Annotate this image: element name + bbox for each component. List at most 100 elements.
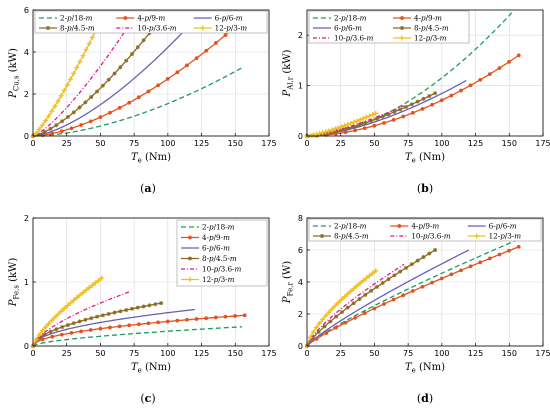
data-point-s8p45m	[48, 126, 53, 131]
x-tick-label: 50	[369, 349, 379, 358]
data-point-s12p3m	[52, 103, 58, 109]
x-tick-label: 150	[502, 139, 517, 148]
data-point-s8p45m	[409, 102, 414, 107]
data-point-s4p9m	[459, 88, 463, 93]
series-line-s2p18m	[32, 326, 243, 347]
data-point-s8p45m	[427, 251, 432, 256]
data-point-s4p9m	[507, 248, 512, 253]
series-line-s2p18m	[306, 239, 517, 347]
data-point-s4p9m	[439, 98, 444, 103]
series-line-s4p9m	[32, 314, 245, 347]
data-point-s8p45m	[415, 258, 420, 263]
data-point-s4p9m	[516, 53, 521, 58]
data-point-s12p3m	[61, 87, 67, 93]
data-point-s4p9m	[449, 93, 454, 98]
x-tick-label: 50	[369, 139, 379, 148]
data-point-s8p45m	[60, 325, 65, 330]
data-point-s12p3m	[342, 123, 348, 129]
plot-frame	[306, 9, 544, 137]
series-line-s4p9m	[306, 54, 520, 137]
data-point-s8p45m	[322, 131, 327, 136]
data-point-s8p45m	[71, 110, 76, 115]
data-point-s4p9m	[382, 120, 386, 125]
y-axis-label: PFe,r (W)	[282, 261, 295, 304]
data-point-s4p9m	[459, 268, 463, 273]
data-point-s12p3m	[335, 125, 341, 131]
data-point-s4p9m	[468, 83, 473, 88]
data-point-s8p45m	[351, 124, 356, 129]
data-point-s8p45m	[100, 313, 105, 318]
data-point-s4p9m	[343, 320, 348, 325]
data-point-s8p45m	[316, 329, 321, 334]
chart-panel-1: 0 25 50 75 100 125 150 175 0 2 4 6 Te (Nm) PCu,s (kW)…	[8, 6, 277, 195]
data-point-s4p9m	[333, 325, 338, 330]
data-point-s8p45m	[153, 302, 158, 307]
data-point-s12p3m	[338, 124, 344, 130]
data-point-s12p3m	[335, 300, 341, 306]
data-point-s8p45m	[65, 114, 70, 119]
data-point-s4p9m	[204, 48, 209, 53]
x-tick-label: 125	[194, 349, 209, 358]
data-point-s8p45m	[77, 319, 82, 324]
data-point-s8p45m	[77, 105, 82, 110]
x-tick-label: 75	[129, 349, 139, 358]
data-point-s8p45m	[36, 132, 41, 137]
chart-panel-4: 0 25 50 75 100 125 150 175 0 2 4 6 8 Te (Nm) PFe,r (W)…	[282, 214, 550, 405]
data-point-s12p3m	[86, 41, 92, 47]
data-point-s12p3m	[33, 130, 39, 136]
x-tick-label: 150	[228, 139, 243, 148]
data-point-s4p9m	[233, 314, 238, 318]
data-point-s4p9m	[69, 126, 74, 131]
data-point-s12p3m	[39, 328, 45, 334]
data-point-s8p45m	[380, 114, 385, 119]
data-point-s12p3m	[49, 317, 55, 323]
data-point-s8p45m	[345, 305, 350, 310]
data-point-s4p9m	[127, 323, 132, 328]
data-point-s8p45m	[118, 309, 123, 314]
data-point-s12p3m	[33, 336, 39, 342]
data-point-s4p9m	[420, 106, 425, 111]
x-tick-label: 0	[304, 349, 309, 358]
data-point-s12p3m	[71, 297, 77, 303]
legend-label-s10p36m: 10-p/3.6-m	[411, 232, 450, 241]
x-tick-label: 125	[194, 139, 209, 148]
data-point-s4p9m	[223, 33, 228, 37]
data-point-s8p45m	[380, 280, 385, 285]
data-point-s4p9m	[50, 334, 55, 339]
data-point-s4p9m	[98, 115, 103, 120]
data-point-s12p3m	[86, 285, 92, 291]
data-point-s8p45m	[398, 269, 403, 274]
data-point-s4p9m	[108, 110, 112, 115]
data-point-s8p45m	[129, 52, 134, 57]
data-point-s12p3m	[46, 113, 52, 119]
data-point-s8p45m	[357, 297, 362, 302]
legend-label-s12p3m: 12-p/3-m	[202, 275, 235, 284]
data-point-s8p45m	[83, 100, 88, 105]
data-point-s12p3m	[89, 282, 95, 288]
data-point-s8p45m	[334, 129, 339, 134]
y-tick-label: 4	[24, 48, 29, 57]
data-point-s4p9m	[204, 316, 209, 321]
data-point-s8p45m	[345, 126, 350, 131]
data-point-s8p45m	[328, 319, 333, 324]
data-point-s8p45m	[392, 109, 397, 114]
x-tick-label: 50	[95, 139, 105, 148]
series-line-s10p36m	[306, 105, 405, 137]
plot-frame	[32, 9, 270, 137]
y-tick-label: 4	[298, 278, 303, 287]
x-tick-label: 0	[30, 349, 35, 358]
data-point-s4p9m	[213, 315, 218, 320]
legend-marker-s4p9m	[400, 16, 404, 20]
data-point-s4p9m	[516, 244, 521, 249]
data-point-s12p3m	[89, 34, 95, 40]
y-tick-label: 0	[24, 342, 29, 351]
x-axis-label: Te (Nm)	[405, 152, 445, 165]
data-point-s12p3m	[326, 309, 332, 315]
series-line-s2p18m	[32, 67, 243, 137]
data-point-s12p3m	[348, 288, 354, 294]
data-point-s12p3m	[338, 297, 344, 303]
x-tick-label: 0	[30, 139, 35, 148]
x-tick-label: 50	[95, 349, 105, 358]
data-point-s12p3m	[345, 122, 351, 128]
data-point-s12p3m	[310, 329, 316, 335]
